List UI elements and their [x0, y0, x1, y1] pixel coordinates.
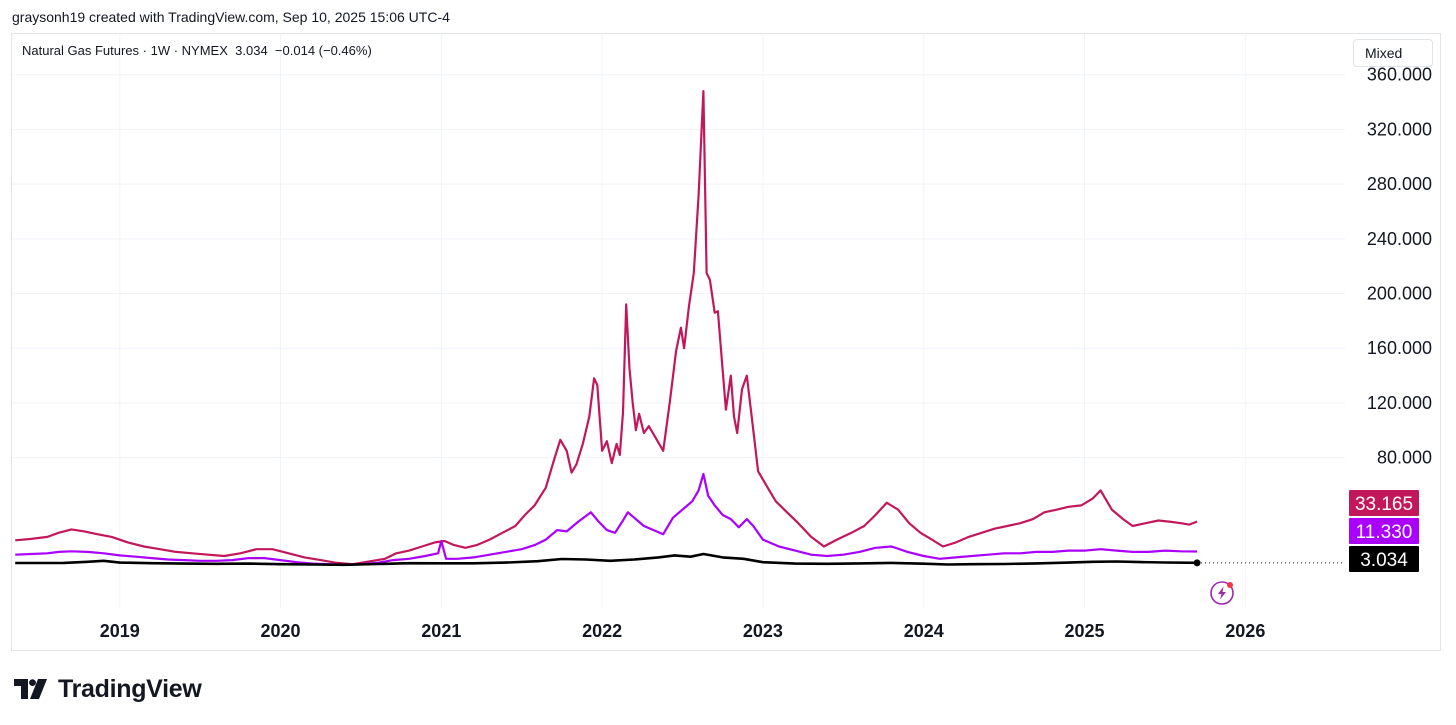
y-tick-label: 320.000 — [1367, 119, 1432, 139]
x-tick-label: 2026 — [1225, 621, 1265, 641]
y-tick-label: 120.000 — [1367, 393, 1432, 413]
tradingview-logo-icon — [14, 679, 47, 699]
legend-interval: 1W — [150, 43, 171, 58]
x-tick-label: 2020 — [261, 621, 301, 641]
legend-exchange: NYMEX — [181, 43, 228, 58]
y-tick-label: 280.000 — [1367, 174, 1432, 194]
last-value-label: 3.034 — [1360, 550, 1408, 571]
y-tick-label: 200.000 — [1367, 284, 1432, 304]
series-line — [15, 552, 1198, 567]
last-price-dot — [1193, 559, 1201, 567]
x-tick-label: 2021 — [421, 621, 461, 641]
chart-legend: Natural Gas Futures · 1W · NYMEX 3.034 −… — [22, 43, 372, 58]
y-axis: 80.000 120.000 160.000 200.000 240.000 280.00… — [1367, 65, 1432, 468]
last-value-label: 11.330 — [1356, 522, 1413, 543]
legend-change: −0.014 (−0.46%) — [274, 43, 372, 58]
attribution-text: graysonh19 created with TradingView.com,… — [12, 9, 450, 25]
x-tick-label: 2024 — [904, 621, 944, 641]
series-lines — [15, 90, 1201, 567]
y-tick-label: 80.000 — [1377, 448, 1432, 468]
x-axis: 2019 2020 2021 2022 2023 2024 2025 2026 — [100, 621, 1266, 641]
x-tick-label: 2023 — [743, 621, 783, 641]
lightning-icon[interactable] — [1210, 581, 1234, 605]
chart-frame — [11, 33, 1441, 651]
last-value-badge — [1349, 490, 1419, 516]
x-tick-label: 2025 — [1064, 621, 1104, 641]
y-tick-label: 160.000 — [1367, 338, 1432, 358]
y-tick-label: 240.000 — [1367, 229, 1432, 249]
grid-lines — [12, 34, 1345, 608]
series-line — [15, 472, 1198, 566]
last-value-label: 33.165 — [1355, 494, 1413, 515]
series-line — [15, 90, 1198, 566]
legend-symbol: Natural Gas Futures — [22, 43, 140, 58]
tradingview-logo[interactable]: TradingView — [14, 674, 202, 704]
last-value-badge — [1349, 546, 1419, 572]
x-tick-label: 2019 — [100, 621, 140, 641]
legend-last-price: 3.034 — [235, 43, 268, 58]
brand-name: TradingView — [58, 674, 202, 703]
x-tick-label: 2022 — [582, 621, 622, 641]
scale-mode-button[interactable]: Mixed — [1353, 39, 1433, 67]
last-value-badge — [1349, 518, 1419, 544]
last-value-labels: 33.165 11.330 3.034 — [1349, 490, 1419, 572]
y-tick-label: 360.000 — [1367, 65, 1432, 85]
